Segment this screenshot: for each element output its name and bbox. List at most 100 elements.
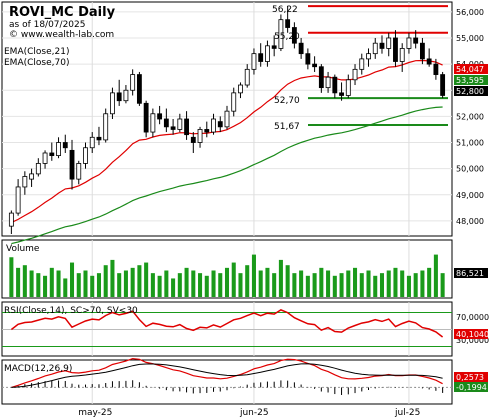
level-label-low-support: 51,67: [274, 122, 300, 132]
rsi-line: [10, 309, 444, 338]
rsi-badge: [454, 329, 488, 339]
candle-body: [372, 42, 378, 55]
candle-body: [116, 92, 122, 102]
volume-bar: [76, 273, 81, 297]
x-axis-ticks: may-25 jun-25 jul-25: [78, 408, 420, 418]
volume-bar: [9, 257, 14, 297]
candle-body: [110, 92, 115, 115]
candle-body: [211, 118, 216, 133]
last-price-badge: [454, 86, 488, 96]
rsi-value: 40,1040: [456, 330, 489, 339]
volume-bar: [332, 275, 337, 297]
candle-body: [339, 92, 344, 96]
volume-bar: [393, 267, 398, 297]
candle-body: [49, 152, 55, 156]
x-tick-label: jul-25: [394, 408, 420, 418]
volume-bar: [406, 275, 411, 297]
ema21-value: 54,047: [456, 65, 484, 74]
candle-body: [285, 19, 291, 28]
volume-bar: [359, 273, 364, 297]
volume-bar: [231, 262, 236, 297]
macd-signal-line: [11, 363, 443, 388]
candle-body: [419, 42, 425, 60]
volume-bar: [130, 267, 135, 297]
candle-body: [413, 37, 419, 44]
volume-bars: [9, 254, 445, 297]
volume-bar: [43, 275, 48, 297]
candle-body: [265, 45, 270, 62]
volume-bar: [117, 273, 122, 297]
macd-lines: [2, 357, 452, 396]
candle-body: [15, 186, 21, 214]
candle-body: [238, 84, 243, 94]
macd-value: 0,2573: [456, 373, 484, 382]
candle-body: [130, 74, 136, 91]
candle-body: [366, 53, 371, 60]
macd-line: [11, 357, 443, 388]
volume-bar: [137, 265, 142, 297]
candle-body: [386, 37, 392, 49]
candle-body: [426, 58, 432, 65]
candle-body: [62, 142, 68, 149]
level-label-support: 52,70: [274, 96, 300, 106]
volume-bar: [379, 273, 385, 297]
candle-body: [83, 147, 88, 164]
chart-title: ROVI_MC Daily: [9, 5, 116, 20]
price-tick-label: 49,000: [456, 191, 484, 200]
volume-bar: [245, 265, 250, 297]
volume-bar: [373, 275, 378, 297]
candle-body: [150, 113, 156, 133]
last-price-value: 52,800: [456, 87, 484, 96]
volume-bar: [110, 259, 115, 297]
macd-hist-value: -0,1994: [456, 383, 487, 392]
rsi-tick-30: 30,0000: [456, 336, 489, 345]
volume-bar: [29, 270, 34, 297]
candle-body: [29, 173, 35, 180]
volume-bar: [400, 270, 405, 297]
volume-bar: [22, 265, 27, 297]
volume-bar: [258, 270, 263, 297]
volume-bar: [272, 273, 277, 297]
volume-bar: [96, 273, 101, 297]
volume-bar: [339, 273, 344, 297]
volume-bar: [16, 267, 21, 297]
candle-body: [123, 89, 129, 102]
candle-body: [42, 152, 48, 164]
volume-bar: [144, 262, 149, 297]
candle-body: [231, 92, 237, 112]
legend-ema21: EMA(Close,21): [4, 47, 69, 57]
candle-body: [217, 121, 223, 128]
candle-body: [379, 42, 385, 49]
candle-body: [190, 136, 196, 143]
volume-bar: [299, 270, 304, 297]
candle-body: [271, 45, 277, 49]
volume-bar: [413, 273, 418, 297]
rsi-tick-70: 70,0000: [456, 313, 489, 322]
volume-bar: [292, 273, 297, 297]
candle-body: [312, 63, 318, 68]
ema21-line: [11, 59, 443, 224]
volume-bar: [251, 254, 256, 297]
volume-bar: [440, 273, 445, 297]
ema70-badge: [454, 75, 488, 85]
volume-bar: [265, 267, 270, 297]
candle-body: [433, 63, 439, 75]
candle-body: [197, 129, 203, 143]
volume-value: 86,521: [456, 269, 484, 278]
candle-body: [305, 53, 311, 65]
volume-bar: [198, 273, 203, 297]
legend-ema70: EMA(Close,70): [4, 58, 69, 68]
x-tick-label: jun-25: [239, 408, 269, 418]
volume-bar: [90, 275, 95, 297]
candle-body: [76, 163, 82, 180]
candle-body: [406, 37, 412, 49]
candle-body: [325, 76, 331, 89]
volume-bar: [366, 270, 371, 297]
candle-body: [251, 53, 257, 70]
candle-body: [359, 58, 365, 70]
as-of-date: as of 18/07/2025: [9, 20, 85, 30]
candle-body: [89, 136, 95, 149]
volume-bar: [312, 273, 317, 297]
